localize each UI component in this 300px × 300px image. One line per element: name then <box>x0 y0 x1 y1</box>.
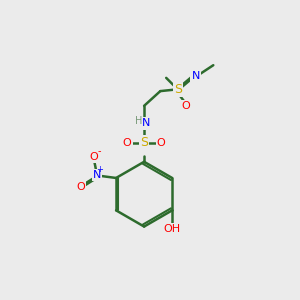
Text: O: O <box>157 138 166 148</box>
Text: O: O <box>123 138 131 148</box>
Text: +: + <box>96 165 103 174</box>
Text: O: O <box>90 152 98 162</box>
Text: -: - <box>97 146 101 157</box>
Text: S: S <box>174 83 182 96</box>
Text: O: O <box>76 182 85 192</box>
Text: OH: OH <box>164 224 181 235</box>
Text: N: N <box>142 118 150 128</box>
Text: H: H <box>134 116 142 126</box>
Text: S: S <box>140 136 148 149</box>
Text: N: N <box>93 170 101 180</box>
Text: N: N <box>191 71 200 81</box>
Text: O: O <box>181 101 190 111</box>
